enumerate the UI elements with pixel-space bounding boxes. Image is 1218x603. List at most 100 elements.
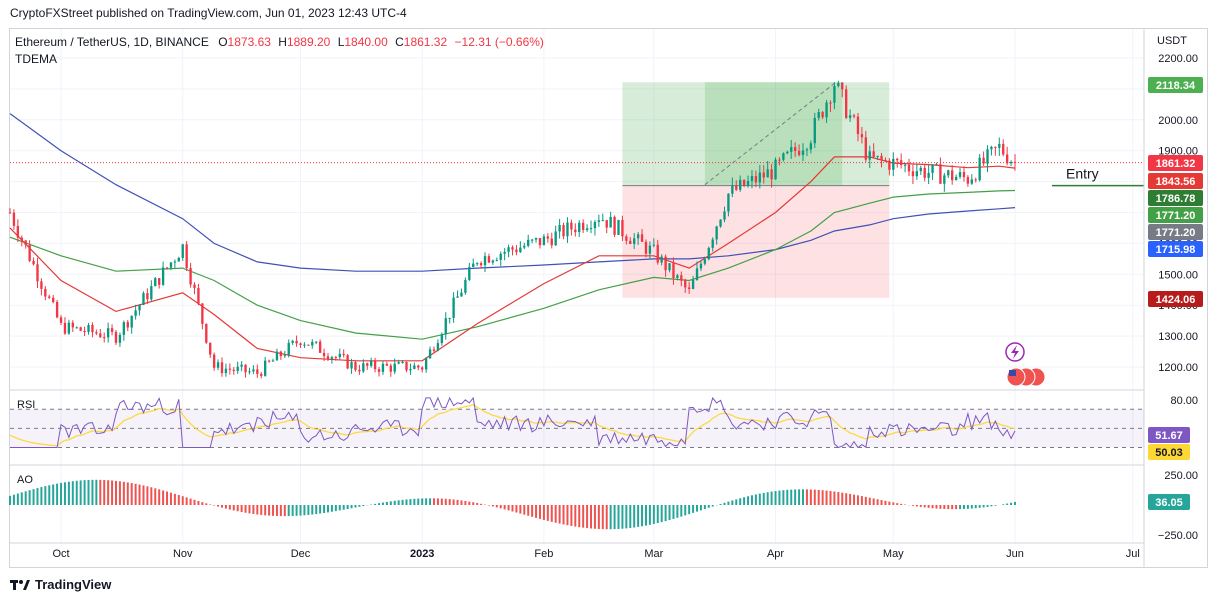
ao-tick-label: 250.00 [1164,470,1198,482]
chart-legend[interactable]: Ethereum / TetherUS, 1D, BINANCE O1873.6… [15,35,544,49]
candle-body [468,267,471,280]
candle-body [456,296,459,298]
candle-body [778,159,781,161]
time-tick-label: Dec [291,548,311,560]
candle-body [943,175,946,184]
ao-bar [240,505,243,513]
candle-body [52,297,55,302]
candle-body [672,263,675,278]
long-position-tool[interactable] [622,82,890,298]
candle-body [856,116,860,135]
ao-bar [554,505,557,523]
candle-body [209,342,212,355]
candle-body [530,239,534,241]
ao-bar [303,505,306,516]
price-badge [1148,155,1203,171]
footer-brand[interactable]: TradingView [10,577,111,592]
ao-bar [538,505,541,519]
ao-bar [523,505,526,515]
candle-body [644,241,648,254]
ao-bar [464,500,467,505]
ao-bar [527,505,530,516]
candle-body [424,358,428,370]
symbol-label[interactable]: Ethereum / TetherUS, 1D, BINANCE [15,35,209,49]
price-badge-label: 1715.98 [1156,244,1196,256]
ao-bar [884,500,887,505]
ao-bar [750,495,753,505]
ao-title[interactable]: AO [17,474,33,486]
candle-body [440,334,444,344]
price-badge-label: 1843.56 [1156,176,1196,188]
rsi-pane: 80.00 51.67 50.03 [9,395,1198,460]
candle-body [369,361,373,366]
ao-bar [319,505,322,514]
ao-bar [625,505,628,529]
ao-bar [794,489,797,505]
ao-bar [739,498,742,505]
indicator-label[interactable]: TDEMA [15,52,57,66]
ao-tick-label: −250.00 [1158,530,1198,542]
ao-bar [876,499,879,505]
candle-body [507,247,510,252]
ao-bar [955,505,958,510]
candle-body [625,236,628,241]
ao-bar [499,505,502,509]
candle-body [55,301,59,318]
candle-body [432,349,436,351]
ao-bar [699,505,702,511]
stop-zone[interactable] [622,185,890,298]
candle-body [315,341,318,343]
time-axis[interactable]: Oct Nov Dec 2023 Feb Mar Apr May Jun Jul [52,548,1139,560]
ao-bar [9,495,11,505]
candle-body [609,216,612,228]
publish-line: CryptoFXStreet published on TradingView.… [10,6,407,20]
candle-body [472,263,475,268]
ao-bar [813,489,816,505]
target-zone[interactable] [622,82,890,186]
ao-bar [542,505,545,520]
ao-bar [656,505,659,524]
ao-bar [244,505,247,513]
ao-bar [456,499,459,505]
candle-body [197,287,200,304]
ao-bar [974,505,977,509]
ao-bar [931,505,934,509]
event-icons[interactable] [1005,342,1046,387]
candle-body [664,256,667,271]
us-flag-canton [1009,370,1016,376]
ao-bar [260,505,263,515]
candle-body [134,310,137,316]
ao-bar [629,505,632,528]
candle-body [110,328,114,332]
ao-bar [911,505,914,506]
ao-bar [44,486,47,505]
ao-bar [966,505,969,509]
candle-body [8,212,12,214]
ao-bar [637,505,640,527]
candle-body [550,238,553,246]
candle-body [193,284,196,288]
candle-body [939,164,942,184]
ao-bar [558,505,561,524]
ao-bar [385,501,388,505]
ao-bar [1014,501,1016,505]
candle-body [601,220,604,222]
ao-bar [951,505,954,510]
candle-body [142,293,145,305]
close-label: C [395,35,404,49]
ao-bar [621,505,624,529]
candle-body [87,324,90,333]
rsi-title[interactable]: RSI [17,399,36,411]
ao-bar [668,505,671,521]
ao-bar [95,479,98,505]
entry-annotation-label[interactable]: Entry [1066,166,1099,182]
low-label: L [337,35,345,49]
ao-bar [326,505,329,513]
candle-body [558,225,561,232]
ao-bar [24,491,27,505]
ao-bar [103,479,106,505]
candle-body [260,373,263,376]
candle-body [699,263,703,269]
ao-bar [432,498,435,505]
